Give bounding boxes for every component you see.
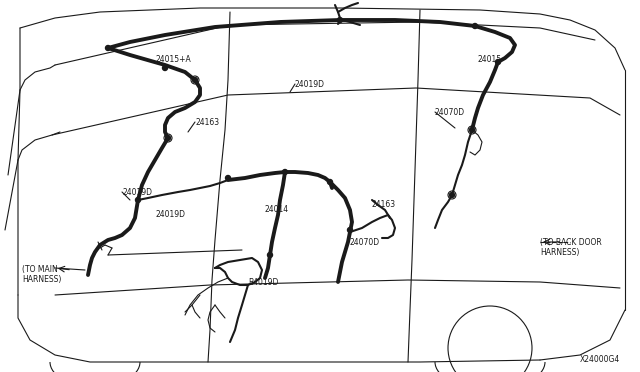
Circle shape (337, 17, 342, 22)
Text: 24070D: 24070D (435, 108, 465, 117)
Text: 24163: 24163 (372, 200, 396, 209)
Circle shape (106, 45, 111, 51)
Text: 24015: 24015 (478, 55, 502, 64)
Circle shape (449, 192, 454, 198)
Circle shape (348, 228, 353, 232)
Text: X24000G4: X24000G4 (580, 355, 620, 364)
Text: (TO MAIN
HARNESS): (TO MAIN HARNESS) (22, 265, 61, 285)
Circle shape (136, 198, 141, 202)
Circle shape (163, 65, 168, 71)
Circle shape (268, 253, 273, 257)
Text: 24019D: 24019D (156, 210, 186, 219)
Circle shape (470, 128, 474, 132)
Circle shape (282, 170, 287, 174)
Text: (TO BACK DOOR
HARNESS): (TO BACK DOOR HARNESS) (540, 238, 602, 257)
Text: 24163: 24163 (195, 118, 219, 127)
Circle shape (495, 60, 500, 64)
Text: 24019D: 24019D (295, 80, 325, 89)
Text: 24019D: 24019D (122, 188, 152, 197)
Circle shape (225, 176, 230, 180)
Circle shape (166, 135, 170, 141)
Circle shape (472, 23, 477, 29)
Text: 24014: 24014 (265, 205, 289, 214)
Text: 24015+A: 24015+A (155, 55, 191, 64)
Circle shape (193, 77, 198, 83)
Circle shape (328, 180, 333, 185)
Text: B4019D: B4019D (248, 278, 278, 287)
Text: 24070D: 24070D (350, 238, 380, 247)
